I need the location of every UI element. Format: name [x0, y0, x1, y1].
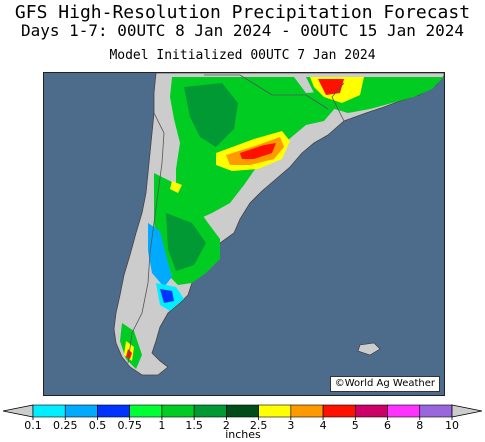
- precipitation-map: ©World Ag Weather: [43, 72, 445, 396]
- legend-tick-label: 3: [287, 419, 294, 432]
- legend-swatch: [387, 404, 421, 418]
- legend-swatch: [193, 404, 227, 418]
- legend-tick-label: 8: [416, 419, 423, 432]
- legend-tick-label: 1: [158, 419, 165, 432]
- legend-tick-label: 6: [384, 419, 391, 432]
- legend-swatch: [355, 404, 388, 418]
- legend-tick-label: 0.5: [89, 419, 107, 432]
- legend-arrow-low: [2, 404, 34, 418]
- legend-swatch: [64, 404, 98, 418]
- legend-swatch: [32, 404, 66, 418]
- precip-central-red: [240, 143, 276, 159]
- attribution-credit: ©World Ag Weather: [329, 376, 440, 392]
- legend-tick-marks: [32, 417, 453, 420]
- legend-swatch: [97, 404, 130, 418]
- legend-tick-label: 0.75: [117, 419, 142, 432]
- legend-tick-label: 2.5: [250, 419, 268, 432]
- model-init-time: Model Initialized 00UTC 7 Jan 2024: [109, 48, 376, 63]
- legend-unit-label: inches: [225, 428, 261, 441]
- precip-small-yellow: [170, 181, 182, 193]
- legend-tick-label: 4: [320, 419, 327, 432]
- legend-swatch: [419, 404, 453, 418]
- legend-swatch: [258, 404, 292, 418]
- precip-south-blue: [160, 289, 174, 303]
- legend-tick-label: 0.25: [53, 419, 78, 432]
- legend-tick-label: 5: [352, 419, 359, 432]
- legend-tick-label: 2: [223, 419, 230, 432]
- chart-title: GFS High-Resolution Precipitation Foreca…: [14, 2, 471, 23]
- legend-swatch: [290, 404, 324, 418]
- forecast-period: Days 1-7: 00UTC 8 Jan 2024 - 00UTC 15 Ja…: [20, 21, 465, 40]
- precip-mid-blue: [148, 223, 172, 287]
- legend-swatch: [161, 404, 195, 418]
- legend-tick-label: 1.5: [185, 419, 203, 432]
- precip-north-dark: [184, 83, 238, 147]
- legend-tick-label: 10: [445, 419, 459, 432]
- legend-swatches: [2, 404, 483, 418]
- legend-swatch: [226, 404, 259, 418]
- country-borders: [127, 74, 345, 364]
- legend-colorbar: 0.1 0.25 0.5 0.75 1 1.5 2 2.5 3 4 5 6 8 10 inches: [2, 404, 483, 441]
- legend-tick-labels: 0.1 0.25 0.5 0.75 1 1.5 2 2.5 3 4 5 6 8 10: [24, 419, 459, 432]
- legend-swatch: [322, 404, 356, 418]
- legend-arrow-high: [451, 404, 483, 418]
- falkland-islands: [357, 342, 381, 356]
- map-canvas: [44, 73, 444, 395]
- precip-layer: [120, 77, 444, 369]
- precip-mid-dark: [166, 213, 206, 271]
- legend-tick-label: 0.1: [24, 419, 42, 432]
- legend-swatch: [129, 404, 163, 418]
